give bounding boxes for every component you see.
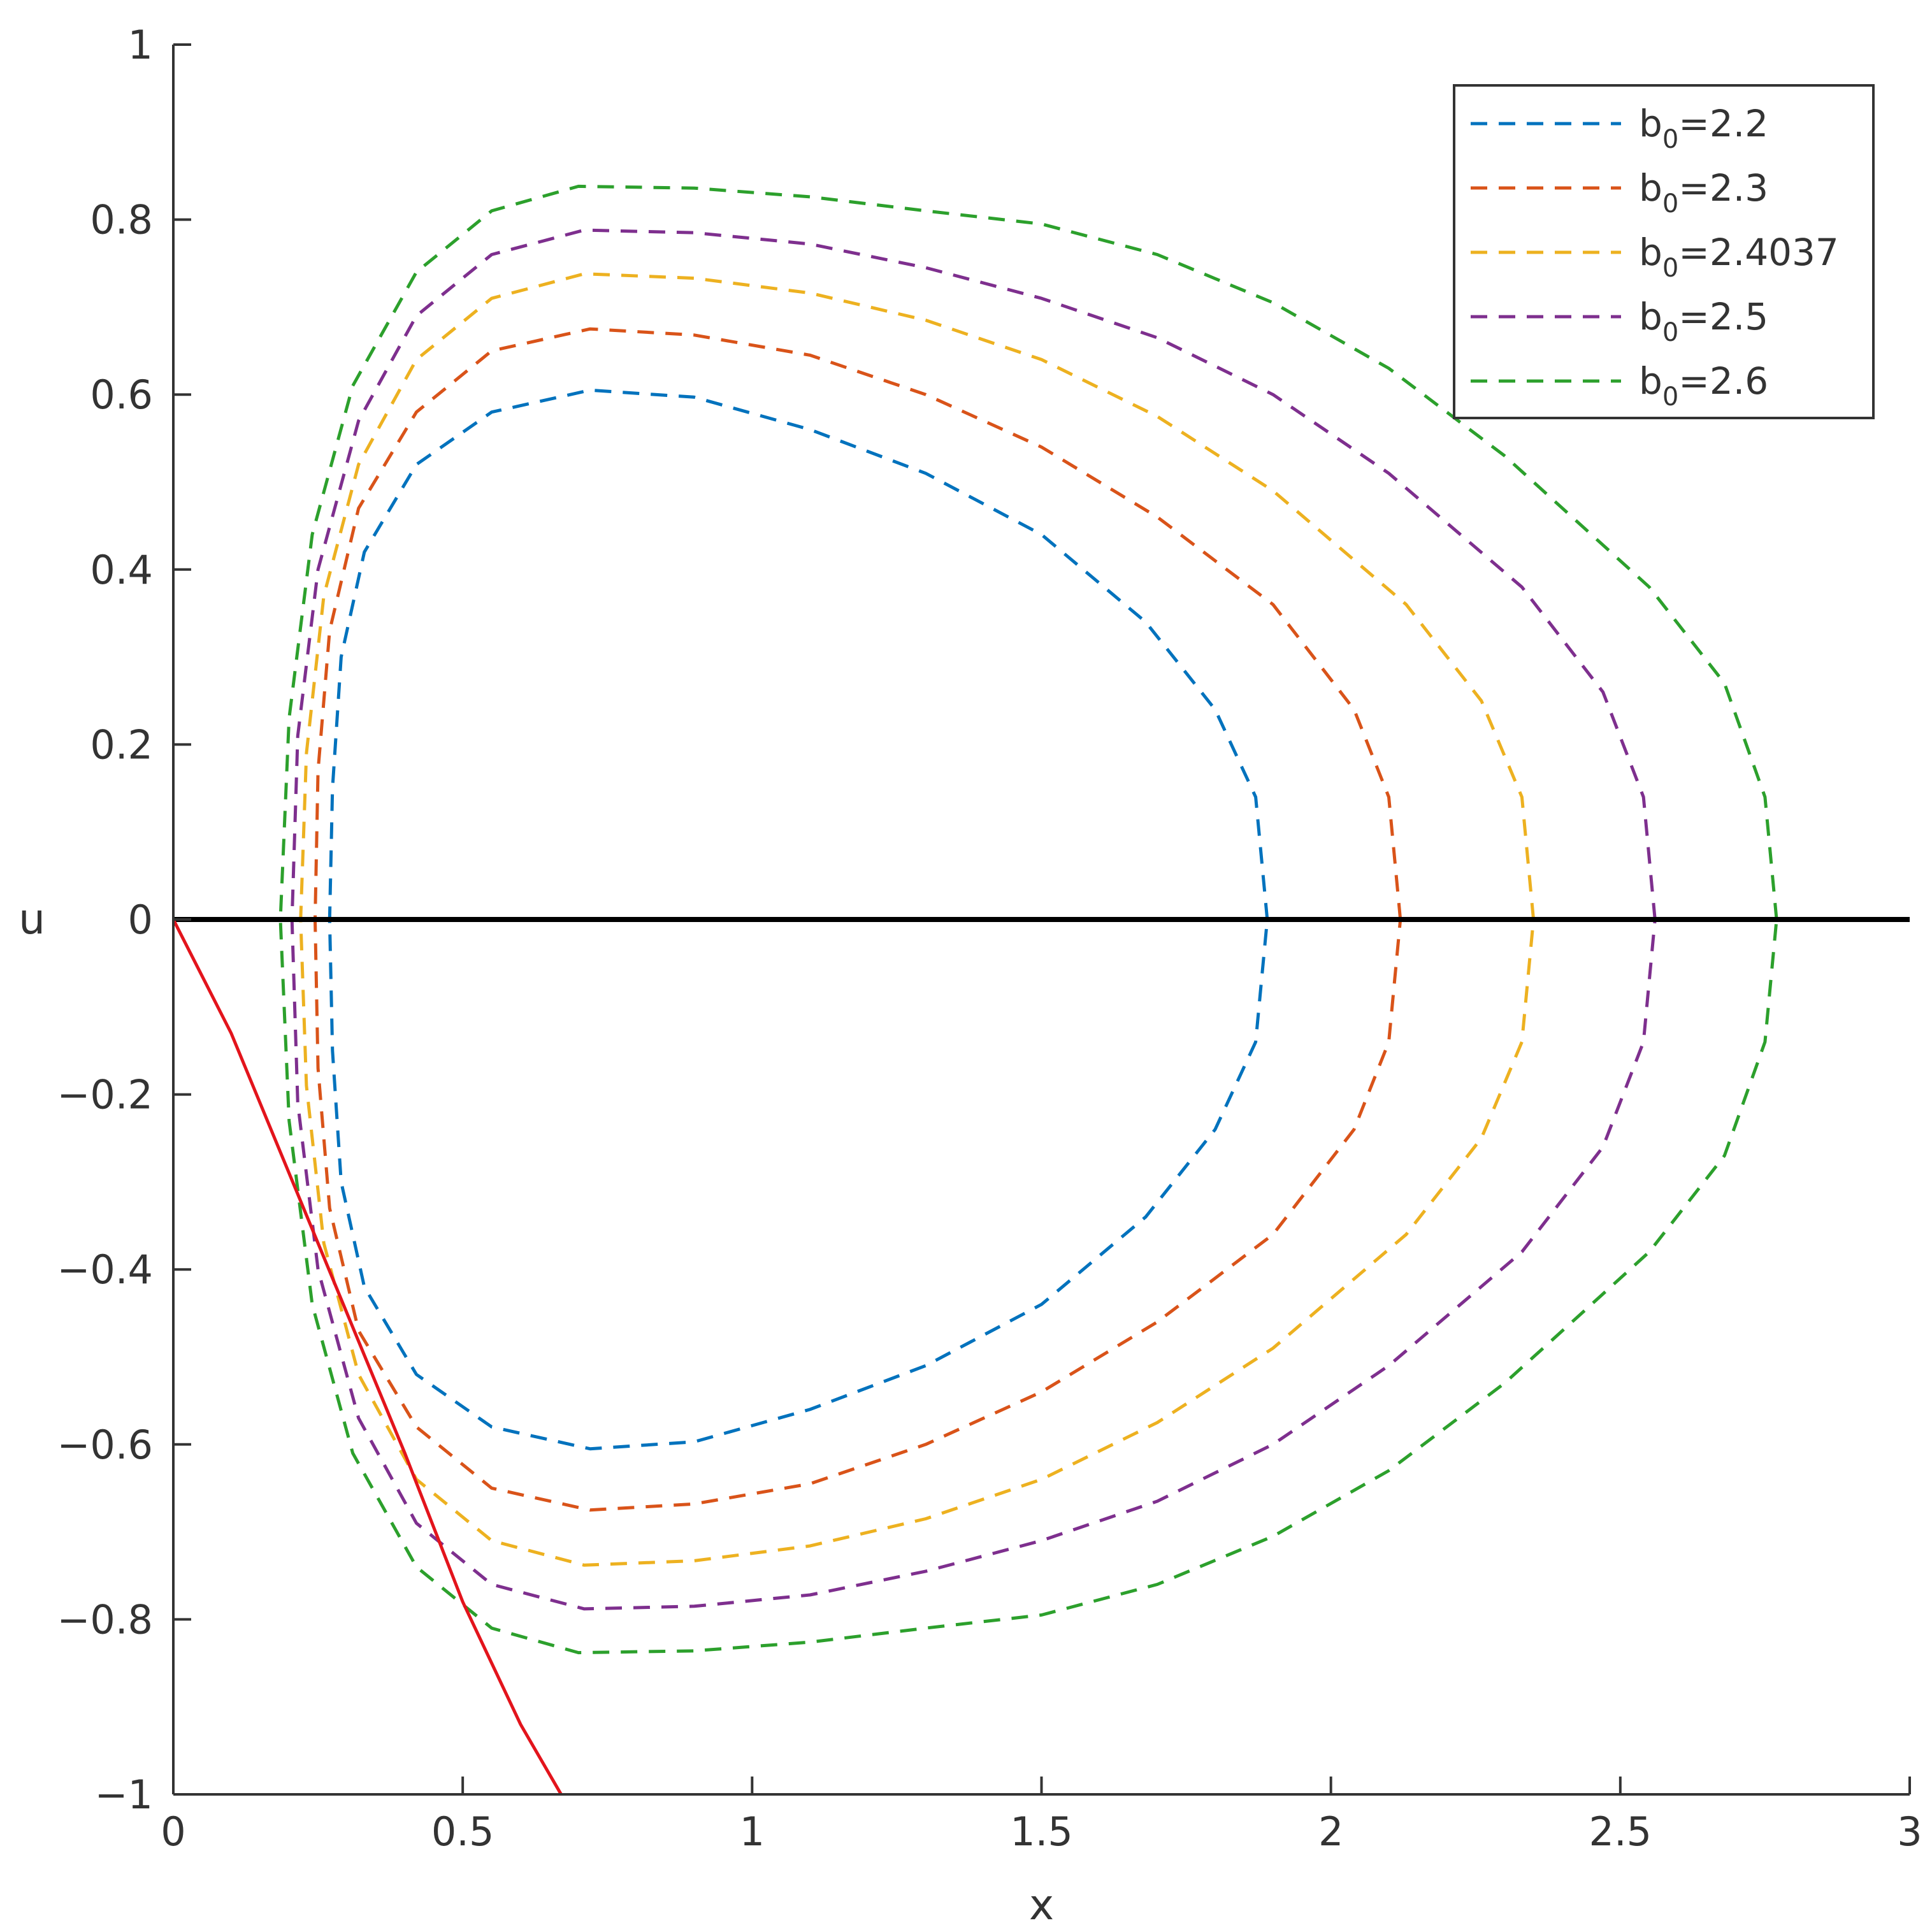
legend-label: b0=2.4037 — [1639, 231, 1839, 283]
plot-data — [171, 184, 1910, 1796]
y-axis-title: u — [18, 895, 45, 944]
y-tick-label: −0.8 — [57, 1596, 153, 1643]
y-tick-label: 0.2 — [90, 721, 153, 768]
x-tick-label: 1.5 — [1010, 1808, 1073, 1855]
x-axis-title: x — [1029, 1880, 1054, 1929]
x-tick-label: 2 — [1318, 1808, 1343, 1855]
legend: b0=2.2 b0=2.3 b0=2.4037 b0=2.5 b0=2.6 — [1453, 84, 1875, 419]
legend-label: b0=2.3 — [1639, 166, 1768, 219]
y-tick-label: 1 — [128, 22, 153, 68]
y-tick-label: 0.8 — [90, 197, 153, 243]
y-tick-label: 0.6 — [90, 371, 153, 418]
x-tick-label: 3 — [1897, 1808, 1922, 1855]
y-tick-label: 0 — [128, 897, 153, 943]
y-tick-label: −0.2 — [57, 1072, 153, 1118]
y-tick-label: −0.4 — [57, 1246, 153, 1293]
axes: 0 0.5 1 1.5 2 2.5 3 −1 −0.8 −0.6 −0.4 −0.2 0 0.2 0.4 0.… — [57, 22, 1922, 1855]
x-tick-label: 0.5 — [431, 1808, 494, 1855]
red-line — [171, 918, 563, 1796]
x-tick-label: 0 — [161, 1808, 185, 1855]
y-tick-label: 0.4 — [90, 547, 153, 593]
x-tick-label: 1 — [740, 1808, 765, 1855]
x-tick-label: 2.5 — [1589, 1808, 1652, 1855]
y-tick-label: −0.6 — [57, 1422, 153, 1468]
legend-label: b0=2.6 — [1639, 359, 1768, 412]
legend-label: b0=2.2 — [1639, 102, 1768, 154]
legend-label: b0=2.5 — [1639, 295, 1768, 347]
legend-box — [1453, 84, 1875, 419]
y-tick-label: −1 — [95, 1771, 153, 1818]
